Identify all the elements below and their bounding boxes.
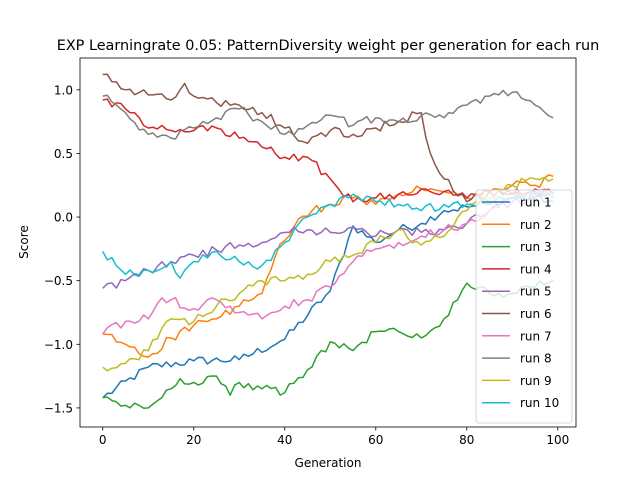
y-tick-label: 0.5	[54, 147, 73, 161]
plot-area-frame	[79, 57, 577, 428]
legend: run 1 run 2 run 3 run 4 run 5 run 6 run 7 run 8…	[475, 189, 573, 424]
x-tick-label: 100	[546, 433, 569, 447]
legend-label: run 3	[520, 240, 552, 254]
y-tick-label: −1.5	[44, 401, 73, 415]
x-tick-label: 40	[277, 433, 292, 447]
chart-title: EXP Learningrate 0.05: PatternDiversity …	[57, 38, 600, 54]
x-axis: 0 20 40 60 80 100	[99, 427, 569, 447]
y-tick-label: 1.0	[54, 83, 73, 97]
legend-label: run 6	[520, 307, 552, 321]
x-axis-label: Generation	[295, 456, 362, 470]
series-line-run-8	[102, 89, 554, 140]
legend-label: run 7	[520, 329, 552, 343]
y-tick-label: 0.0	[54, 211, 73, 225]
y-tick-label: −0.5	[44, 274, 73, 288]
legend-label: run 4	[520, 262, 552, 276]
legend-label: run 5	[520, 285, 552, 299]
y-axis-label: Score	[17, 225, 31, 259]
legend-label: run 9	[520, 374, 552, 388]
legend-label: run 1	[520, 196, 552, 210]
y-tick-label: −1.0	[44, 338, 73, 352]
x-tick-label: 60	[368, 433, 383, 447]
y-axis: −1.5 −1.0 −0.5 0.0 0.5 1.0	[44, 83, 80, 415]
legend-label: run 2	[520, 218, 552, 232]
x-tick-label: 80	[459, 433, 474, 447]
legend-label: run 10	[520, 396, 559, 410]
x-tick-label: 20	[186, 433, 201, 447]
legend-box	[475, 189, 573, 424]
legend-label: run 8	[520, 352, 552, 366]
x-tick-label: 0	[99, 433, 107, 447]
